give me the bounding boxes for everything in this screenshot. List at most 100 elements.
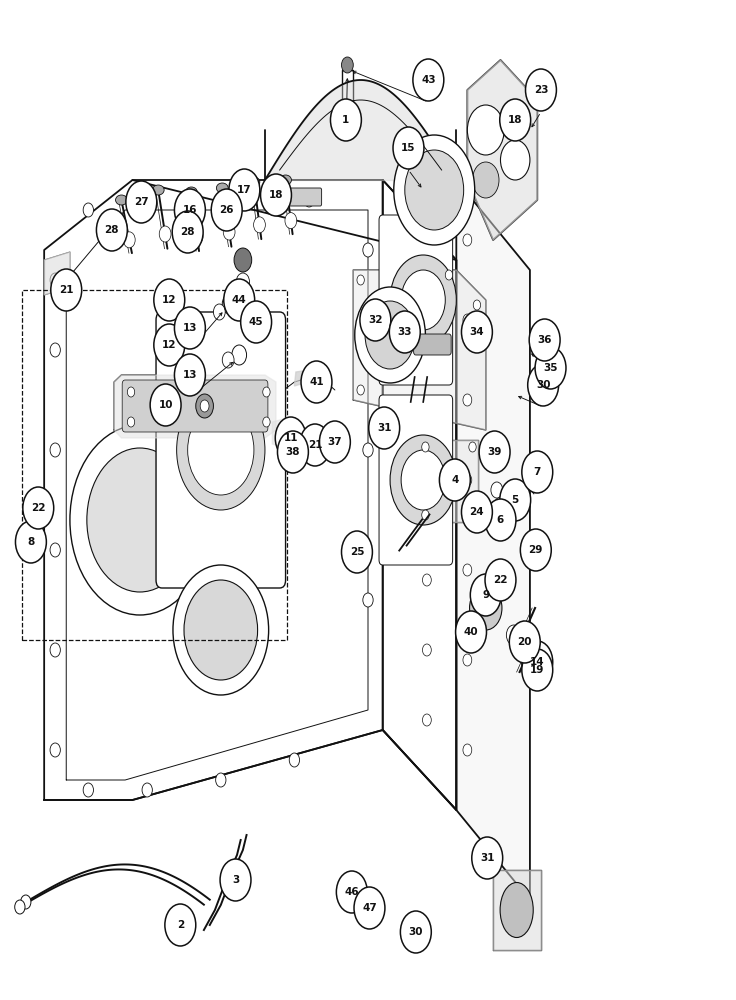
Text: 8: 8 [27,537,35,547]
Text: 29: 29 [528,545,543,555]
Circle shape [500,140,530,180]
Circle shape [390,435,456,525]
FancyBboxPatch shape [414,334,451,355]
Circle shape [522,641,553,683]
Text: 44: 44 [232,295,247,305]
Circle shape [263,417,270,427]
Circle shape [87,448,193,592]
Circle shape [529,319,560,361]
Circle shape [21,895,31,909]
Circle shape [422,494,431,506]
Circle shape [342,57,353,73]
Circle shape [354,887,385,929]
Text: 3: 3 [232,875,239,885]
Text: 7: 7 [534,467,541,477]
Text: 1: 1 [342,115,350,125]
Circle shape [485,499,516,541]
Text: 32: 32 [368,315,383,325]
Text: 28: 28 [105,225,119,235]
FancyBboxPatch shape [122,380,268,432]
Text: 12: 12 [162,340,177,350]
Circle shape [301,361,332,403]
Text: 34: 34 [470,327,484,337]
Text: 16: 16 [183,205,197,215]
Circle shape [96,209,127,251]
Circle shape [236,273,250,291]
Circle shape [342,531,372,573]
Text: 41: 41 [309,377,324,387]
Text: 19: 19 [530,665,545,675]
Text: 12: 12 [162,295,177,305]
Circle shape [357,275,364,285]
Circle shape [213,304,225,320]
Circle shape [363,343,373,357]
Circle shape [495,497,506,513]
Circle shape [413,59,444,101]
Ellipse shape [152,185,164,195]
Polygon shape [420,440,478,522]
Text: 24: 24 [470,507,484,517]
Circle shape [154,324,185,366]
Text: 47: 47 [362,903,377,913]
Ellipse shape [185,187,197,197]
Text: 30: 30 [536,380,551,390]
Text: 9: 9 [482,590,489,600]
Circle shape [522,649,553,691]
Text: 30: 30 [408,927,423,937]
FancyBboxPatch shape [278,188,322,206]
Circle shape [463,474,472,486]
Text: 21: 21 [59,285,74,295]
Circle shape [83,203,93,217]
Circle shape [390,255,456,345]
Circle shape [277,431,308,473]
Circle shape [467,105,504,155]
Circle shape [445,270,453,280]
Circle shape [535,347,566,389]
Circle shape [220,859,251,901]
Circle shape [211,189,242,231]
Circle shape [439,459,470,501]
Circle shape [51,269,82,311]
Text: 13: 13 [183,323,197,333]
Circle shape [330,99,361,141]
Circle shape [463,744,472,756]
Circle shape [422,510,429,520]
Polygon shape [493,870,541,950]
Circle shape [184,580,258,680]
Text: 33: 33 [397,327,412,337]
Circle shape [360,299,391,341]
Polygon shape [114,375,276,438]
Text: 22: 22 [31,503,46,513]
Circle shape [363,243,373,257]
Text: 40: 40 [464,627,478,637]
Circle shape [224,279,255,321]
Circle shape [289,753,300,767]
Text: 46: 46 [344,887,359,897]
Circle shape [222,352,234,368]
Circle shape [304,193,314,207]
Circle shape [142,783,152,797]
Text: 39: 39 [487,447,502,457]
Text: 17: 17 [237,185,252,195]
Circle shape [479,431,510,473]
Text: 31: 31 [480,853,495,863]
Circle shape [159,226,171,242]
Circle shape [70,425,210,615]
Bar [22,290,287,640]
Circle shape [126,181,157,223]
Circle shape [50,543,60,557]
Circle shape [509,621,540,663]
Circle shape [422,574,431,586]
Text: 21: 21 [308,440,322,450]
Text: 26: 26 [219,205,234,215]
Circle shape [50,743,60,757]
Circle shape [216,193,226,207]
Polygon shape [272,418,300,448]
Circle shape [142,193,152,207]
Text: 31: 31 [377,423,392,433]
Circle shape [355,287,425,383]
Circle shape [461,491,492,533]
Circle shape [405,150,464,230]
Circle shape [463,394,472,406]
Circle shape [127,417,135,427]
